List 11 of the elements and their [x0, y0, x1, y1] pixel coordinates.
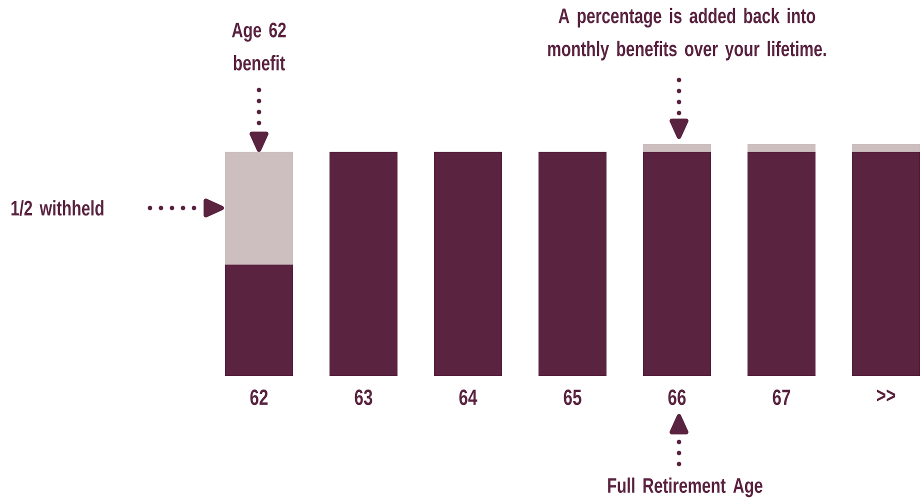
x-tick-label: 65: [564, 390, 582, 406]
text: 1/2 withheld: [12, 200, 104, 216]
x-tick-label: 66: [668, 390, 686, 406]
x-tick-label: 67: [772, 390, 790, 406]
text: Full Retirement Age: [608, 478, 762, 498]
x-tick-label: 64: [459, 390, 478, 406]
text: A percentage is added back into monthly benefits over your lifetime.: [548, 8, 826, 60]
text: Age 62 benefit: [232, 22, 286, 70]
x-tick-label: 62: [250, 390, 268, 406]
x-tick-label: >>: [876, 390, 896, 402]
x-tick-label: 63: [354, 390, 372, 406]
